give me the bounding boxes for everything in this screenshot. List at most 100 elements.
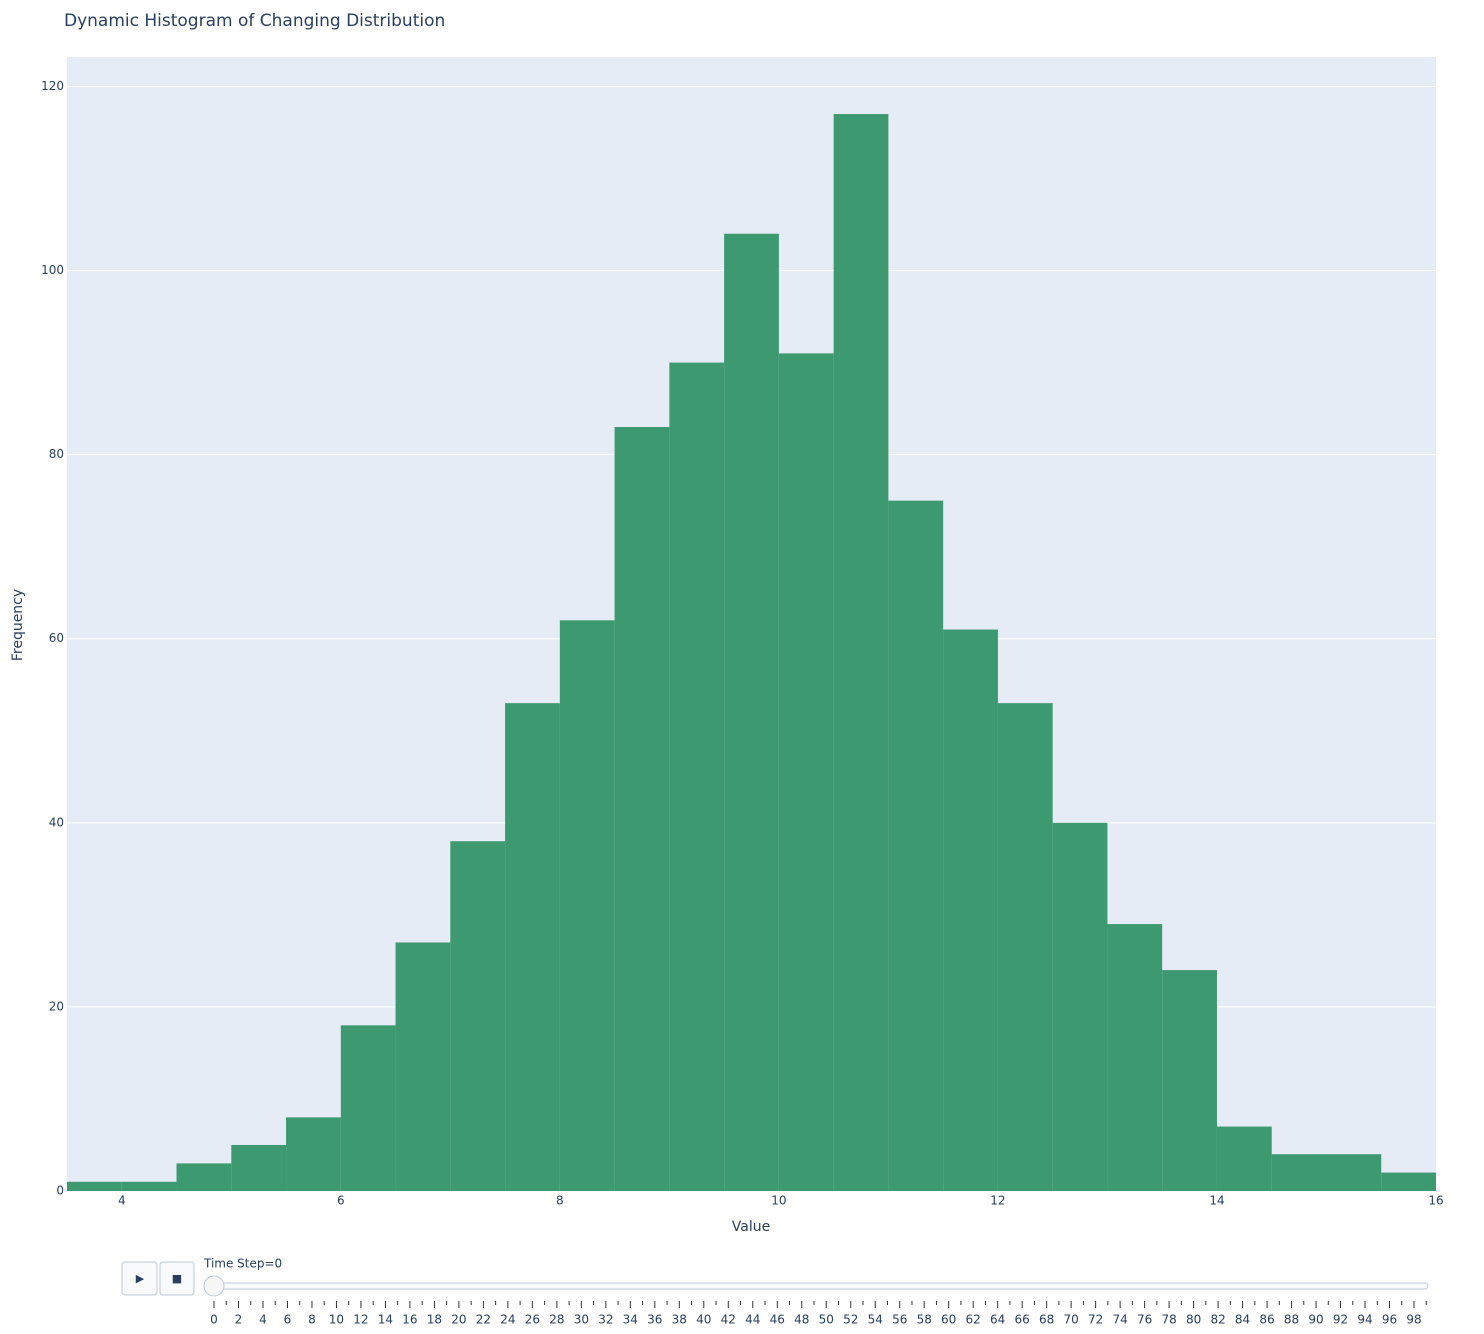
bar [1326,1154,1382,1191]
bar [614,427,670,1192]
bar [559,620,615,1191]
bar [888,500,944,1192]
slider-tick-label: 50 [819,1313,834,1327]
x-tick-label: 10 [771,1194,786,1208]
bar [943,629,998,1191]
slider-tick-label: 4 [259,1313,267,1327]
bar [669,362,725,1191]
chart-title: Dynamic Histogram of Changing Distributi… [64,11,445,31]
slider-tick-label: 80 [1186,1313,1201,1327]
stop-icon[interactable]: ■ [172,1272,182,1285]
y-tick-label: 100 [41,263,64,277]
bar [724,233,779,1191]
slider-tick-label: 14 [378,1313,393,1327]
slider-tick-label: 26 [525,1313,540,1327]
slider-tick-label: 0 [210,1313,218,1327]
y-tick-label: 40 [49,815,64,829]
slider-tick-label: 64 [990,1313,1005,1327]
slider-tick-label: 62 [966,1313,981,1327]
slider-tick-label: 84 [1235,1313,1250,1327]
bar [997,703,1053,1191]
slider-tick-label: 32 [598,1313,613,1327]
slider-tick-label: 40 [696,1313,711,1327]
bar [1107,924,1163,1191]
slider-tick-label: 88 [1284,1313,1299,1327]
play-button[interactable] [121,1261,158,1296]
y-axis-title: Frequency [10,589,26,661]
slider-tick-label: 72 [1088,1313,1103,1327]
bar [395,942,451,1191]
x-tick-label: 6 [337,1194,345,1208]
bar [833,114,889,1191]
slider-current-label: Time Step=0 [203,1257,282,1271]
slider-tick-label: 44 [745,1313,760,1327]
slider-tick-label: 10 [329,1313,344,1327]
slider-tick-label: 30 [574,1313,589,1327]
slider-tick-label: 86 [1259,1313,1274,1327]
bar [505,703,560,1191]
x-tick-label: 12 [990,1194,1005,1208]
slider-tick-label: 58 [917,1313,932,1327]
slider-tick-label: 24 [500,1313,515,1327]
bar [778,353,834,1191]
slider-tick-label: 70 [1064,1313,1079,1327]
bar [1381,1172,1436,1191]
slider-tick-label: 52 [843,1313,858,1327]
slider-tick-label: 90 [1308,1313,1323,1327]
slider-tick-label: 42 [721,1313,736,1327]
slider-tick-label: 2 [235,1313,243,1327]
bar [450,841,506,1191]
x-tick-label: 16 [1428,1194,1443,1208]
slider-tick-label: 60 [941,1313,956,1327]
slider-track[interactable] [204,1282,1429,1290]
bar [286,1117,341,1191]
slider-tick-label: 68 [1039,1313,1054,1327]
y-tick-label: 80 [49,447,64,461]
slider-tick-label: 92 [1333,1313,1348,1327]
bar [1216,1126,1272,1191]
slider-tick-label: 48 [794,1313,809,1327]
slider-tick-label: 82 [1210,1313,1225,1327]
slider-tick-label: 8 [308,1313,316,1327]
slider-tick-label: 6 [284,1313,292,1327]
x-tick-label: 14 [1209,1194,1224,1208]
bar [1052,822,1108,1191]
bar [121,1181,177,1191]
y-tick-label: 20 [49,999,64,1013]
slider-tick-label: 22 [476,1313,491,1327]
x-axis-title: Value [732,1219,770,1235]
y-tick-label: 0 [56,1184,64,1198]
stop-button[interactable] [159,1261,195,1296]
bar [176,1163,232,1191]
slider-tick-label: 16 [402,1313,417,1327]
slider-tick-label: 74 [1112,1313,1127,1327]
bar [1162,970,1217,1191]
slider-tick-label: 38 [672,1313,687,1327]
slider-tick-label: 46 [770,1313,785,1327]
slider-tick-label: 66 [1015,1313,1030,1327]
x-tick-label: 4 [118,1194,126,1208]
play-icon[interactable]: ▶ [136,1272,145,1285]
slider-tick-label: 94 [1357,1313,1372,1327]
bar [1271,1154,1327,1191]
x-tick-label: 8 [556,1194,564,1208]
slider-tick-label: 78 [1161,1313,1176,1327]
y-tick-label: 60 [49,631,64,645]
slider-tick-label: 36 [647,1313,662,1327]
slider-handle[interactable] [203,1275,225,1297]
slider-tick-label: 34 [623,1313,638,1327]
slider-tick-label: 56 [892,1313,907,1327]
bar [67,1181,122,1191]
y-tick-label: 120 [41,79,64,93]
slider-tick-label: 12 [353,1313,368,1327]
slider-tick-label: 18 [427,1313,442,1327]
slider-tick-label: 54 [868,1313,883,1327]
slider-tick-label: 28 [549,1313,564,1327]
slider-tick-label: 98 [1406,1313,1421,1327]
slider-tick-label: 20 [451,1313,466,1327]
bar [231,1144,287,1191]
bar [340,1025,396,1191]
slider-tick-label: 96 [1382,1313,1397,1327]
slider-tick-label: 76 [1137,1313,1152,1327]
